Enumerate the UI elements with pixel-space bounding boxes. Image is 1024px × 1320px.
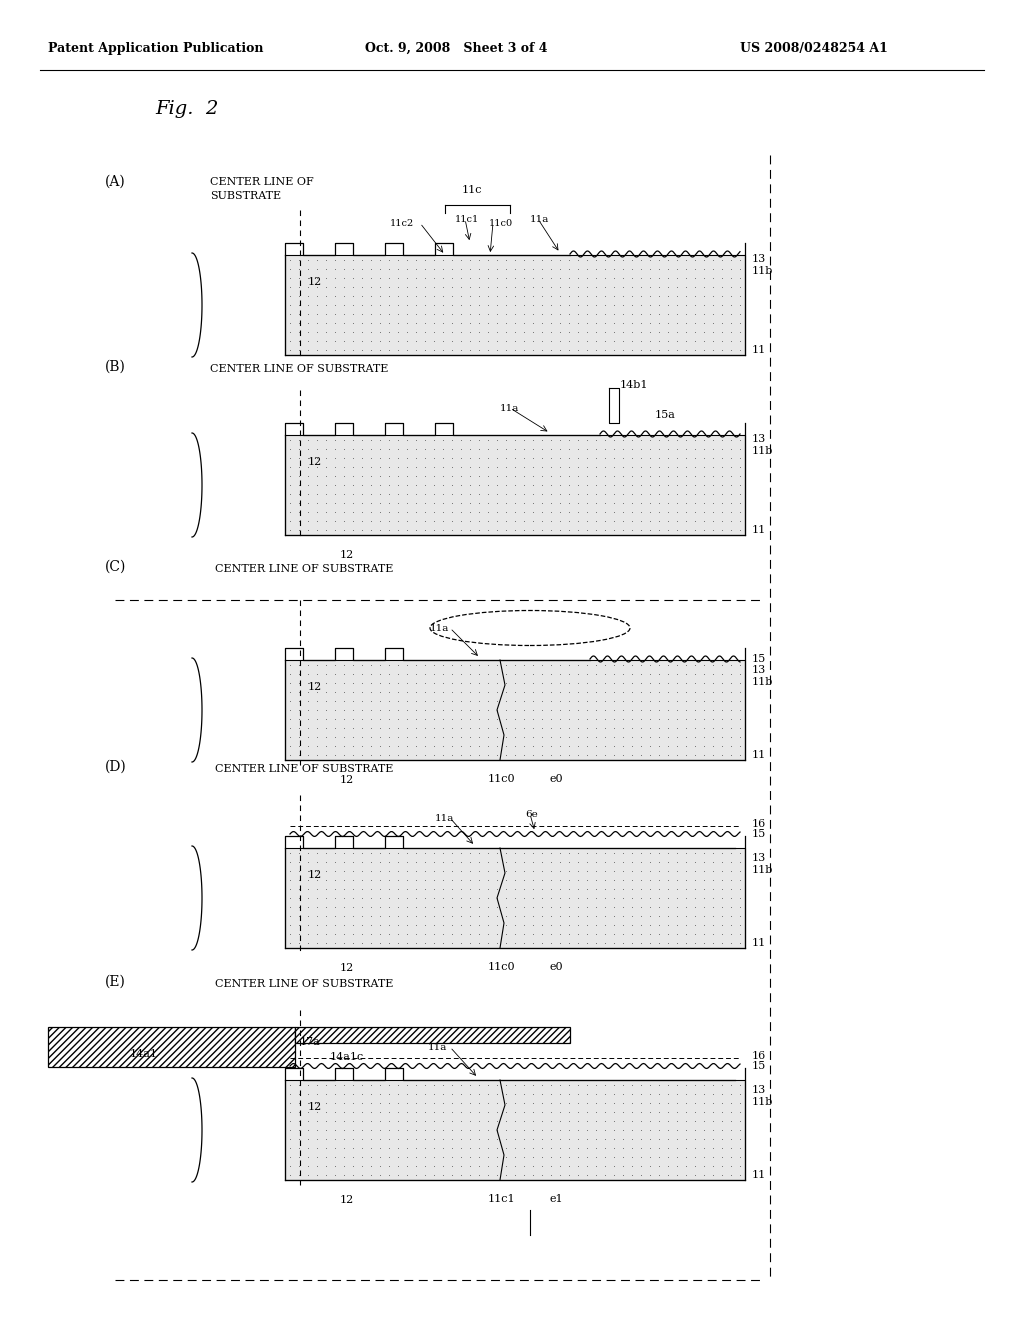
Text: 11c1: 11c1 [455, 215, 479, 224]
Text: 11a: 11a [435, 814, 455, 822]
Text: 17a: 17a [300, 1038, 321, 1047]
Text: 11c0: 11c0 [488, 962, 516, 972]
Text: CENTER LINE OF SUBSTRATE: CENTER LINE OF SUBSTRATE [215, 564, 393, 574]
Text: (D): (D) [105, 760, 127, 774]
Text: 11c0: 11c0 [489, 219, 513, 228]
Text: 13: 13 [752, 1085, 766, 1096]
Text: CENTER LINE OF: CENTER LINE OF [210, 177, 313, 187]
Text: 14a1: 14a1 [130, 1049, 158, 1059]
Text: CENTER LINE OF SUBSTRATE: CENTER LINE OF SUBSTRATE [210, 364, 388, 374]
Text: Fig.  2: Fig. 2 [155, 100, 218, 117]
Text: 11c0: 11c0 [488, 774, 516, 784]
Text: Oct. 9, 2008   Sheet 3 of 4: Oct. 9, 2008 Sheet 3 of 4 [365, 42, 548, 55]
Text: 13: 13 [752, 253, 766, 264]
Text: 6e: 6e [525, 810, 538, 818]
Text: US 2008/0248254 A1: US 2008/0248254 A1 [740, 42, 888, 55]
Text: 11: 11 [752, 345, 766, 355]
Text: 11: 11 [752, 750, 766, 760]
Text: 11c2: 11c2 [390, 219, 415, 228]
Text: CENTER LINE OF SUBSTRATE: CENTER LINE OF SUBSTRATE [215, 979, 393, 989]
Text: 11: 11 [752, 525, 766, 535]
Text: 13: 13 [752, 434, 766, 444]
Text: 15: 15 [752, 653, 766, 664]
Text: e0: e0 [550, 962, 563, 972]
Text: 15: 15 [752, 829, 766, 840]
Text: 14a1c: 14a1c [330, 1052, 365, 1063]
Text: CENTER LINE OF SUBSTRATE: CENTER LINE OF SUBSTRATE [215, 764, 393, 774]
Text: 15: 15 [752, 1061, 766, 1071]
Text: 11a: 11a [500, 404, 519, 413]
Text: 11b: 11b [752, 267, 773, 276]
Text: 12: 12 [308, 682, 323, 692]
Bar [285, 255, 745, 355]
Text: (E): (E) [105, 975, 126, 989]
Text: 12: 12 [340, 775, 354, 785]
Text: 11b: 11b [752, 677, 773, 686]
Text: e0: e0 [550, 774, 563, 784]
Text: 12: 12 [340, 1195, 354, 1205]
Text: 11c1: 11c1 [488, 1195, 516, 1204]
Text: 12: 12 [340, 964, 354, 973]
Text: SUBSTRATE: SUBSTRATE [210, 191, 282, 201]
Text: 14b1: 14b1 [620, 380, 648, 389]
Text: 11: 11 [752, 939, 766, 948]
Text: 12: 12 [340, 550, 354, 560]
Text: 12: 12 [308, 277, 323, 286]
Text: 12: 12 [308, 1102, 323, 1111]
Text: 11a: 11a [530, 215, 549, 224]
Text: e1: e1 [550, 1195, 563, 1204]
Text: (A): (A) [105, 176, 126, 189]
Text: 11b: 11b [752, 865, 773, 875]
Text: 11a: 11a [430, 624, 450, 634]
Text: 13: 13 [752, 665, 766, 675]
Bar [285, 436, 745, 535]
Text: 13: 13 [752, 853, 766, 863]
Bar [295, 1027, 570, 1043]
Text: 11: 11 [752, 1170, 766, 1180]
Text: 11b: 11b [752, 446, 773, 455]
Text: 15a: 15a [655, 411, 676, 420]
Text: 16: 16 [752, 1051, 766, 1061]
Text: (B): (B) [105, 360, 126, 374]
Text: 12: 12 [308, 870, 323, 880]
Text: 11b: 11b [752, 1097, 773, 1107]
Bar [285, 1080, 745, 1180]
Text: 11a: 11a [428, 1043, 447, 1052]
Bar [285, 847, 745, 948]
Text: (C): (C) [105, 560, 126, 574]
Text: 16: 16 [752, 818, 766, 829]
Text: Patent Application Publication: Patent Application Publication [48, 42, 263, 55]
Text: 11c: 11c [462, 185, 482, 195]
Text: 12: 12 [308, 457, 323, 467]
Bar [285, 660, 745, 760]
Bar [48, 1027, 295, 1067]
